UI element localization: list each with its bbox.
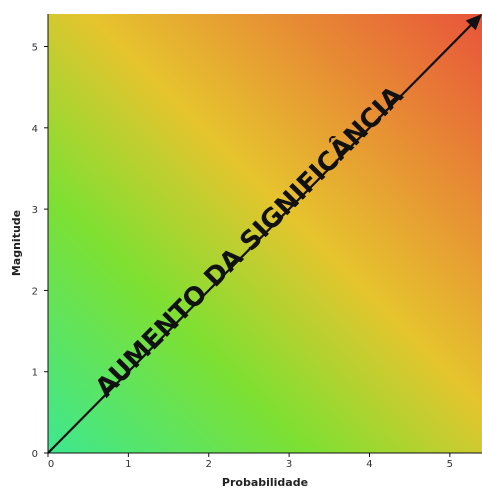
x-tick-label: 0 (48, 459, 54, 470)
y-tick-label: 3 (32, 205, 38, 216)
y-ticks: 0 1 2 3 4 5 (32, 43, 48, 460)
x-tick-label: 1 (125, 459, 131, 470)
y-tick-label: 4 (32, 124, 38, 135)
y-tick-label: 2 (32, 286, 38, 297)
y-axis-title: Magnitude (10, 210, 23, 276)
y-tick-label: 5 (32, 43, 38, 54)
y-tick-label: 1 (32, 368, 38, 379)
x-tick-label: 3 (286, 459, 292, 470)
x-tick-label: 4 (366, 459, 372, 470)
x-tick-label: 2 (206, 459, 212, 470)
y-tick-label: 0 (32, 449, 38, 460)
x-ticks: 0 1 2 3 4 5 (48, 453, 453, 470)
x-tick-label: 5 (447, 459, 453, 470)
x-axis-title: Probabilidade (222, 476, 308, 489)
